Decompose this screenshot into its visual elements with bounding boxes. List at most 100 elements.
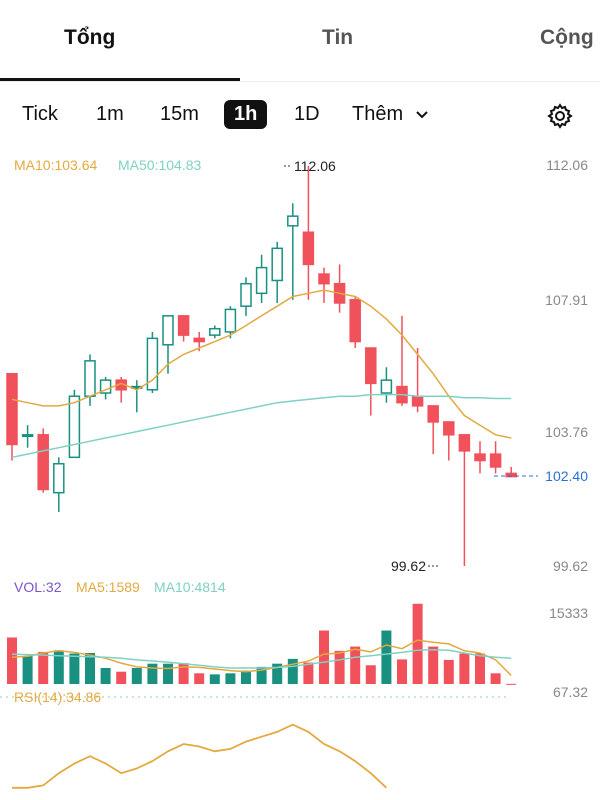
volume-bar: [303, 662, 314, 684]
interval-1h[interactable]: 1h: [224, 100, 268, 129]
candle: [333, 264, 346, 313]
active-tab-indicator: [0, 78, 240, 81]
volume-bar: [506, 683, 517, 685]
volume-bar: [334, 650, 345, 684]
gear-icon[interactable]: [546, 102, 574, 130]
interval-more[interactable]: Thêm: [352, 103, 429, 126]
volume-label: VOL:32: [14, 579, 62, 595]
volume-bar: [209, 674, 220, 684]
candle: [427, 405, 439, 455]
candle: [318, 267, 330, 303]
volume-bar: [428, 646, 439, 684]
ma50-label: MA50:104.83: [118, 157, 201, 173]
interval-bar: Tick 1m 15m 1h 1D Thêm: [0, 95, 600, 135]
tab-tin[interactable]: Tin: [322, 26, 354, 49]
last-price-label: 102.40: [545, 468, 588, 484]
volume-bar: [131, 667, 142, 684]
price-tick-0: 112.06: [546, 157, 588, 173]
volume-bar: [365, 665, 376, 684]
candle: [489, 441, 502, 474]
volume-bar: [163, 663, 173, 684]
volume-bar: [147, 663, 158, 684]
volume-bar: [194, 673, 205, 684]
rsi-tick: 67.32: [553, 684, 588, 700]
candle: [271, 241, 283, 303]
volume-bar: [490, 673, 501, 684]
candle: [302, 166, 315, 300]
candle: [380, 367, 393, 403]
tab-tong[interactable]: Tổng: [64, 26, 116, 49]
candle: [6, 372, 18, 461]
volume-bar: [22, 656, 33, 684]
volume-bar: [412, 603, 423, 684]
interval-1m[interactable]: 1m: [96, 103, 124, 125]
candle: [99, 376, 112, 400]
candle: [21, 425, 34, 448]
volume-bar: [116, 671, 127, 684]
volume-bar: [350, 646, 361, 684]
high-marker: 112.06: [294, 158, 336, 174]
candle: [255, 254, 268, 303]
candle: [37, 428, 49, 493]
price-chart[interactable]: MA10:103.64 MA50:104.83 112.06 107.91 10…: [0, 140, 600, 800]
candle: [115, 376, 127, 403]
candle: [349, 296, 361, 348]
candle: [224, 306, 237, 339]
top-tabs: Tổng Tin Cộng: [0, 0, 600, 82]
volume-bar: [7, 637, 17, 684]
volume-bars: [7, 603, 517, 685]
interval-1d[interactable]: 1D: [294, 103, 320, 125]
volume-ma10-label: MA10:4814: [154, 579, 226, 595]
candle: [474, 441, 486, 474]
candle: [458, 434, 471, 566]
interval-tick[interactable]: Tick: [22, 103, 58, 125]
volume-bar: [475, 653, 485, 684]
volume-bar: [241, 670, 251, 684]
tab-cong[interactable]: Cộng: [540, 26, 594, 49]
volume-bar: [178, 663, 189, 684]
volume-bar: [319, 630, 329, 684]
price-tick-2: 103.76: [545, 424, 588, 440]
interval-more-label: Thêm: [352, 103, 404, 125]
volume-bar: [100, 667, 111, 684]
candle: [505, 466, 517, 478]
candle: [240, 277, 252, 316]
volume-ma5-label: MA5:1589: [76, 579, 140, 595]
price-tick-1: 107.91: [545, 292, 588, 308]
candle: [53, 457, 65, 512]
ma10-label: MA10:103.64: [14, 157, 97, 173]
candle: [365, 347, 377, 416]
volume-bar: [38, 651, 49, 684]
volume-bar: [272, 663, 283, 684]
candle: [177, 315, 190, 342]
ma10-line: [11, 289, 512, 439]
chevron-down-icon: [415, 111, 428, 119]
candle: [396, 315, 408, 406]
volume-bar: [256, 666, 267, 684]
ma50-line: [11, 393, 512, 459]
volume-bar: [397, 659, 407, 684]
tabs-divider: [0, 81, 600, 82]
candles: [6, 166, 517, 566]
volume-ma10-line: [11, 649, 512, 669]
price-tick-3: 99.62: [553, 558, 588, 574]
volume-bar: [85, 652, 95, 684]
volume-bar: [53, 650, 64, 684]
volume-bar: [381, 630, 392, 684]
volume-bar: [443, 659, 454, 684]
rsi-label: RSI(14):34.86: [14, 689, 101, 705]
candle: [287, 203, 299, 300]
volume-tick: 15333: [549, 605, 588, 621]
volume-bar: [225, 673, 236, 684]
candle: [68, 389, 81, 459]
volume-bar: [287, 658, 298, 684]
candle: [146, 331, 159, 394]
volume-bar: [69, 653, 80, 684]
interval-15m[interactable]: 15m: [160, 103, 199, 125]
low-marker: 99.62: [391, 558, 426, 574]
candle: [209, 325, 221, 339]
volume-bar: [459, 653, 470, 684]
candle: [131, 380, 143, 413]
candle: [443, 421, 455, 461]
rsi-line: [12, 723, 388, 789]
